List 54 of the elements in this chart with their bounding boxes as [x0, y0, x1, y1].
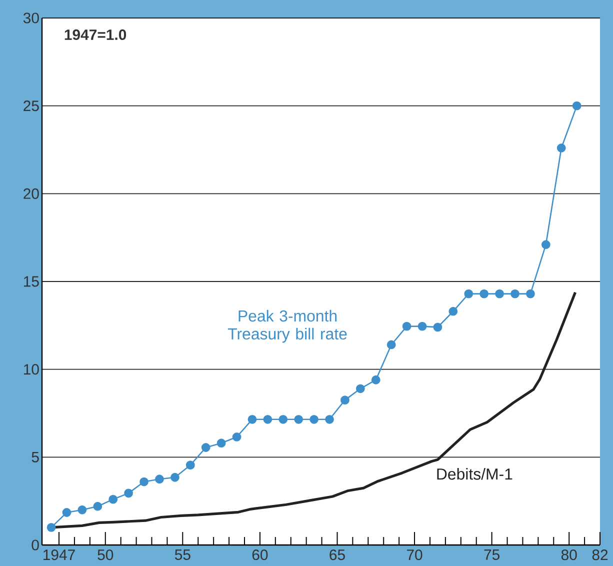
point: [62, 508, 72, 517]
point: [340, 396, 350, 405]
x-tick-label: 82: [592, 550, 608, 560]
y-tick-label: 10: [24, 364, 39, 375]
point: [510, 289, 520, 298]
point: [464, 289, 474, 298]
y-tick-label: 30: [23, 12, 39, 24]
point: [93, 502, 102, 511]
point: [278, 414, 288, 424]
point: [572, 101, 582, 110]
point: [78, 505, 87, 514]
point: [433, 322, 442, 332]
point: [526, 289, 535, 298]
y-tick-label: 15: [24, 276, 39, 287]
x-tick-label: 50: [98, 550, 114, 560]
point: [232, 432, 242, 442]
point: [201, 443, 210, 452]
x-tick-label: 75: [484, 550, 500, 560]
y-tick-label: 25: [24, 100, 39, 112]
x-tick-label: 65: [330, 550, 345, 560]
point: [448, 306, 458, 316]
point: [170, 472, 180, 482]
x-tick-label: 1947: [44, 550, 75, 560]
point: [386, 340, 396, 350]
point: [155, 474, 164, 484]
point: [541, 240, 550, 250]
annotation: 1947=1.0: [64, 29, 126, 40]
x-tick-label: 60: [252, 550, 268, 560]
point: [371, 375, 380, 384]
point: [480, 289, 489, 298]
y-tick-label: 0: [32, 540, 39, 550]
point: [495, 289, 504, 298]
x-tick-label: 55: [174, 550, 190, 560]
point: [294, 414, 304, 424]
point: [46, 522, 56, 532]
x-tick-label: 70: [406, 550, 422, 560]
point: [216, 438, 226, 448]
point: [124, 488, 134, 498]
point: [325, 414, 334, 424]
point: [140, 477, 148, 486]
point: [186, 460, 195, 470]
point: [248, 414, 257, 424]
point: [556, 144, 566, 152]
point: [418, 322, 427, 331]
text: Peak 3-month Treasury bill rate: [228, 310, 347, 343]
series-label: Debits/M-1: [437, 468, 512, 480]
point: [356, 384, 365, 394]
y-tick-label: 5: [32, 452, 39, 462]
point: [263, 414, 272, 424]
y-tick-label: 20: [24, 188, 39, 199]
x-tick-label: 80: [561, 550, 577, 560]
point: [310, 414, 318, 424]
point: [108, 494, 118, 504]
point: [402, 322, 412, 331]
